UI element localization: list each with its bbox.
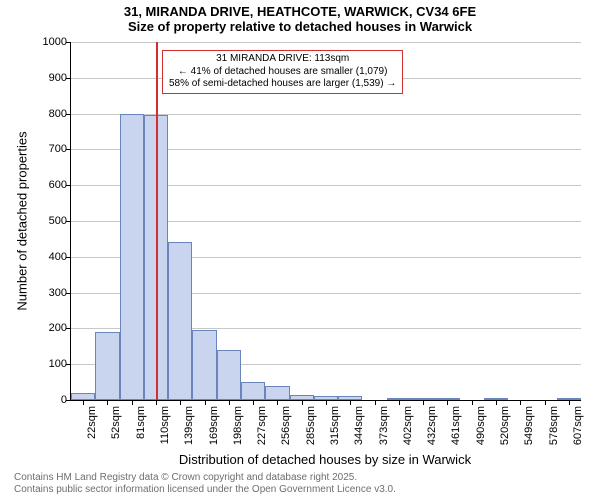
callout-line: 58% of semi-detached houses are larger (… xyxy=(169,78,396,91)
histogram-bar xyxy=(192,330,216,400)
chart-title-line2: Size of property relative to detached ho… xyxy=(0,19,600,34)
x-tick-label: 110sqm xyxy=(159,406,171,444)
histogram-bar xyxy=(241,382,265,400)
callout-line: 31 MIRANDA DRIVE: 113sqm xyxy=(169,53,396,66)
histogram-bar xyxy=(217,350,241,400)
marker-callout: 31 MIRANDA DRIVE: 113sqm← 41% of detache… xyxy=(162,50,403,94)
y-tick-label: 0 xyxy=(61,394,71,406)
y-tick-label: 700 xyxy=(49,143,71,155)
y-tick-label: 400 xyxy=(49,251,71,263)
x-tick-mark xyxy=(326,400,327,405)
attribution-line2: Contains public sector information licen… xyxy=(14,484,396,496)
histogram-bar xyxy=(71,393,95,400)
x-tick-label: 227sqm xyxy=(256,406,268,445)
y-tick-label: 900 xyxy=(49,72,71,84)
x-tick-mark xyxy=(253,400,254,405)
x-tick-label: 432sqm xyxy=(426,406,438,445)
x-tick-mark xyxy=(107,400,108,405)
x-tick-label: 607sqm xyxy=(572,406,584,445)
x-tick-label: 520sqm xyxy=(499,406,511,445)
x-tick-mark xyxy=(399,400,400,405)
x-tick-mark xyxy=(375,400,376,405)
grid-line xyxy=(71,42,581,43)
histogram-bar xyxy=(265,386,289,400)
x-tick-mark xyxy=(302,400,303,405)
chart-container: 31, MIRANDA DRIVE, HEATHCOTE, WARWICK, C… xyxy=(0,0,600,500)
x-tick-label: 461sqm xyxy=(450,406,462,445)
marker-line xyxy=(156,42,158,400)
x-tick-label: 578sqm xyxy=(548,406,560,445)
x-tick-mark xyxy=(132,400,133,405)
x-tick-mark xyxy=(277,400,278,405)
x-tick-mark xyxy=(423,400,424,405)
histogram-bar xyxy=(95,332,119,400)
attribution-line1: Contains HM Land Registry data © Crown c… xyxy=(14,472,396,484)
x-tick-mark xyxy=(205,400,206,405)
plot-wrap: 0100200300400500600700800900100022sqm52s… xyxy=(70,42,581,401)
x-tick-mark xyxy=(447,400,448,405)
x-tick-label: 402sqm xyxy=(402,406,414,445)
x-tick-label: 373sqm xyxy=(378,406,390,445)
x-tick-label: 549sqm xyxy=(523,406,535,445)
x-tick-mark xyxy=(180,400,181,405)
x-tick-label: 256sqm xyxy=(280,406,292,445)
y-tick-label: 600 xyxy=(49,179,71,191)
x-tick-mark xyxy=(156,400,157,405)
y-tick-label: 800 xyxy=(49,108,71,120)
x-tick-label: 490sqm xyxy=(475,406,487,445)
histogram-bar xyxy=(120,114,144,400)
x-tick-mark xyxy=(350,400,351,405)
x-tick-label: 52sqm xyxy=(110,406,122,439)
x-tick-label: 285sqm xyxy=(305,406,317,445)
x-tick-mark xyxy=(472,400,473,405)
x-tick-label: 169sqm xyxy=(208,406,220,445)
x-tick-label: 139sqm xyxy=(183,406,195,445)
x-tick-mark xyxy=(229,400,230,405)
y-tick-label: 100 xyxy=(49,358,71,370)
y-axis-label: Number of detached properties xyxy=(15,131,30,310)
callout-line: ← 41% of detached houses are smaller (1,… xyxy=(169,66,396,79)
histogram-bar xyxy=(168,242,192,400)
y-tick-label: 300 xyxy=(49,287,71,299)
x-tick-label: 81sqm xyxy=(135,406,147,439)
plot-area: 0100200300400500600700800900100022sqm52s… xyxy=(70,42,581,401)
x-tick-mark xyxy=(520,400,521,405)
chart-title-line1: 31, MIRANDA DRIVE, HEATHCOTE, WARWICK, C… xyxy=(0,0,600,19)
x-tick-mark xyxy=(545,400,546,405)
attribution: Contains HM Land Registry data © Crown c… xyxy=(14,472,396,496)
x-tick-mark xyxy=(496,400,497,405)
x-tick-mark xyxy=(83,400,84,405)
x-tick-label: 344sqm xyxy=(353,406,365,445)
x-tick-label: 198sqm xyxy=(232,406,244,445)
x-tick-mark xyxy=(569,400,570,405)
y-tick-label: 1000 xyxy=(43,36,71,48)
x-tick-label: 22sqm xyxy=(86,406,98,439)
y-tick-label: 500 xyxy=(49,215,71,227)
y-tick-label: 200 xyxy=(49,322,71,334)
x-axis-label: Distribution of detached houses by size … xyxy=(179,452,471,467)
x-tick-label: 315sqm xyxy=(329,406,341,445)
